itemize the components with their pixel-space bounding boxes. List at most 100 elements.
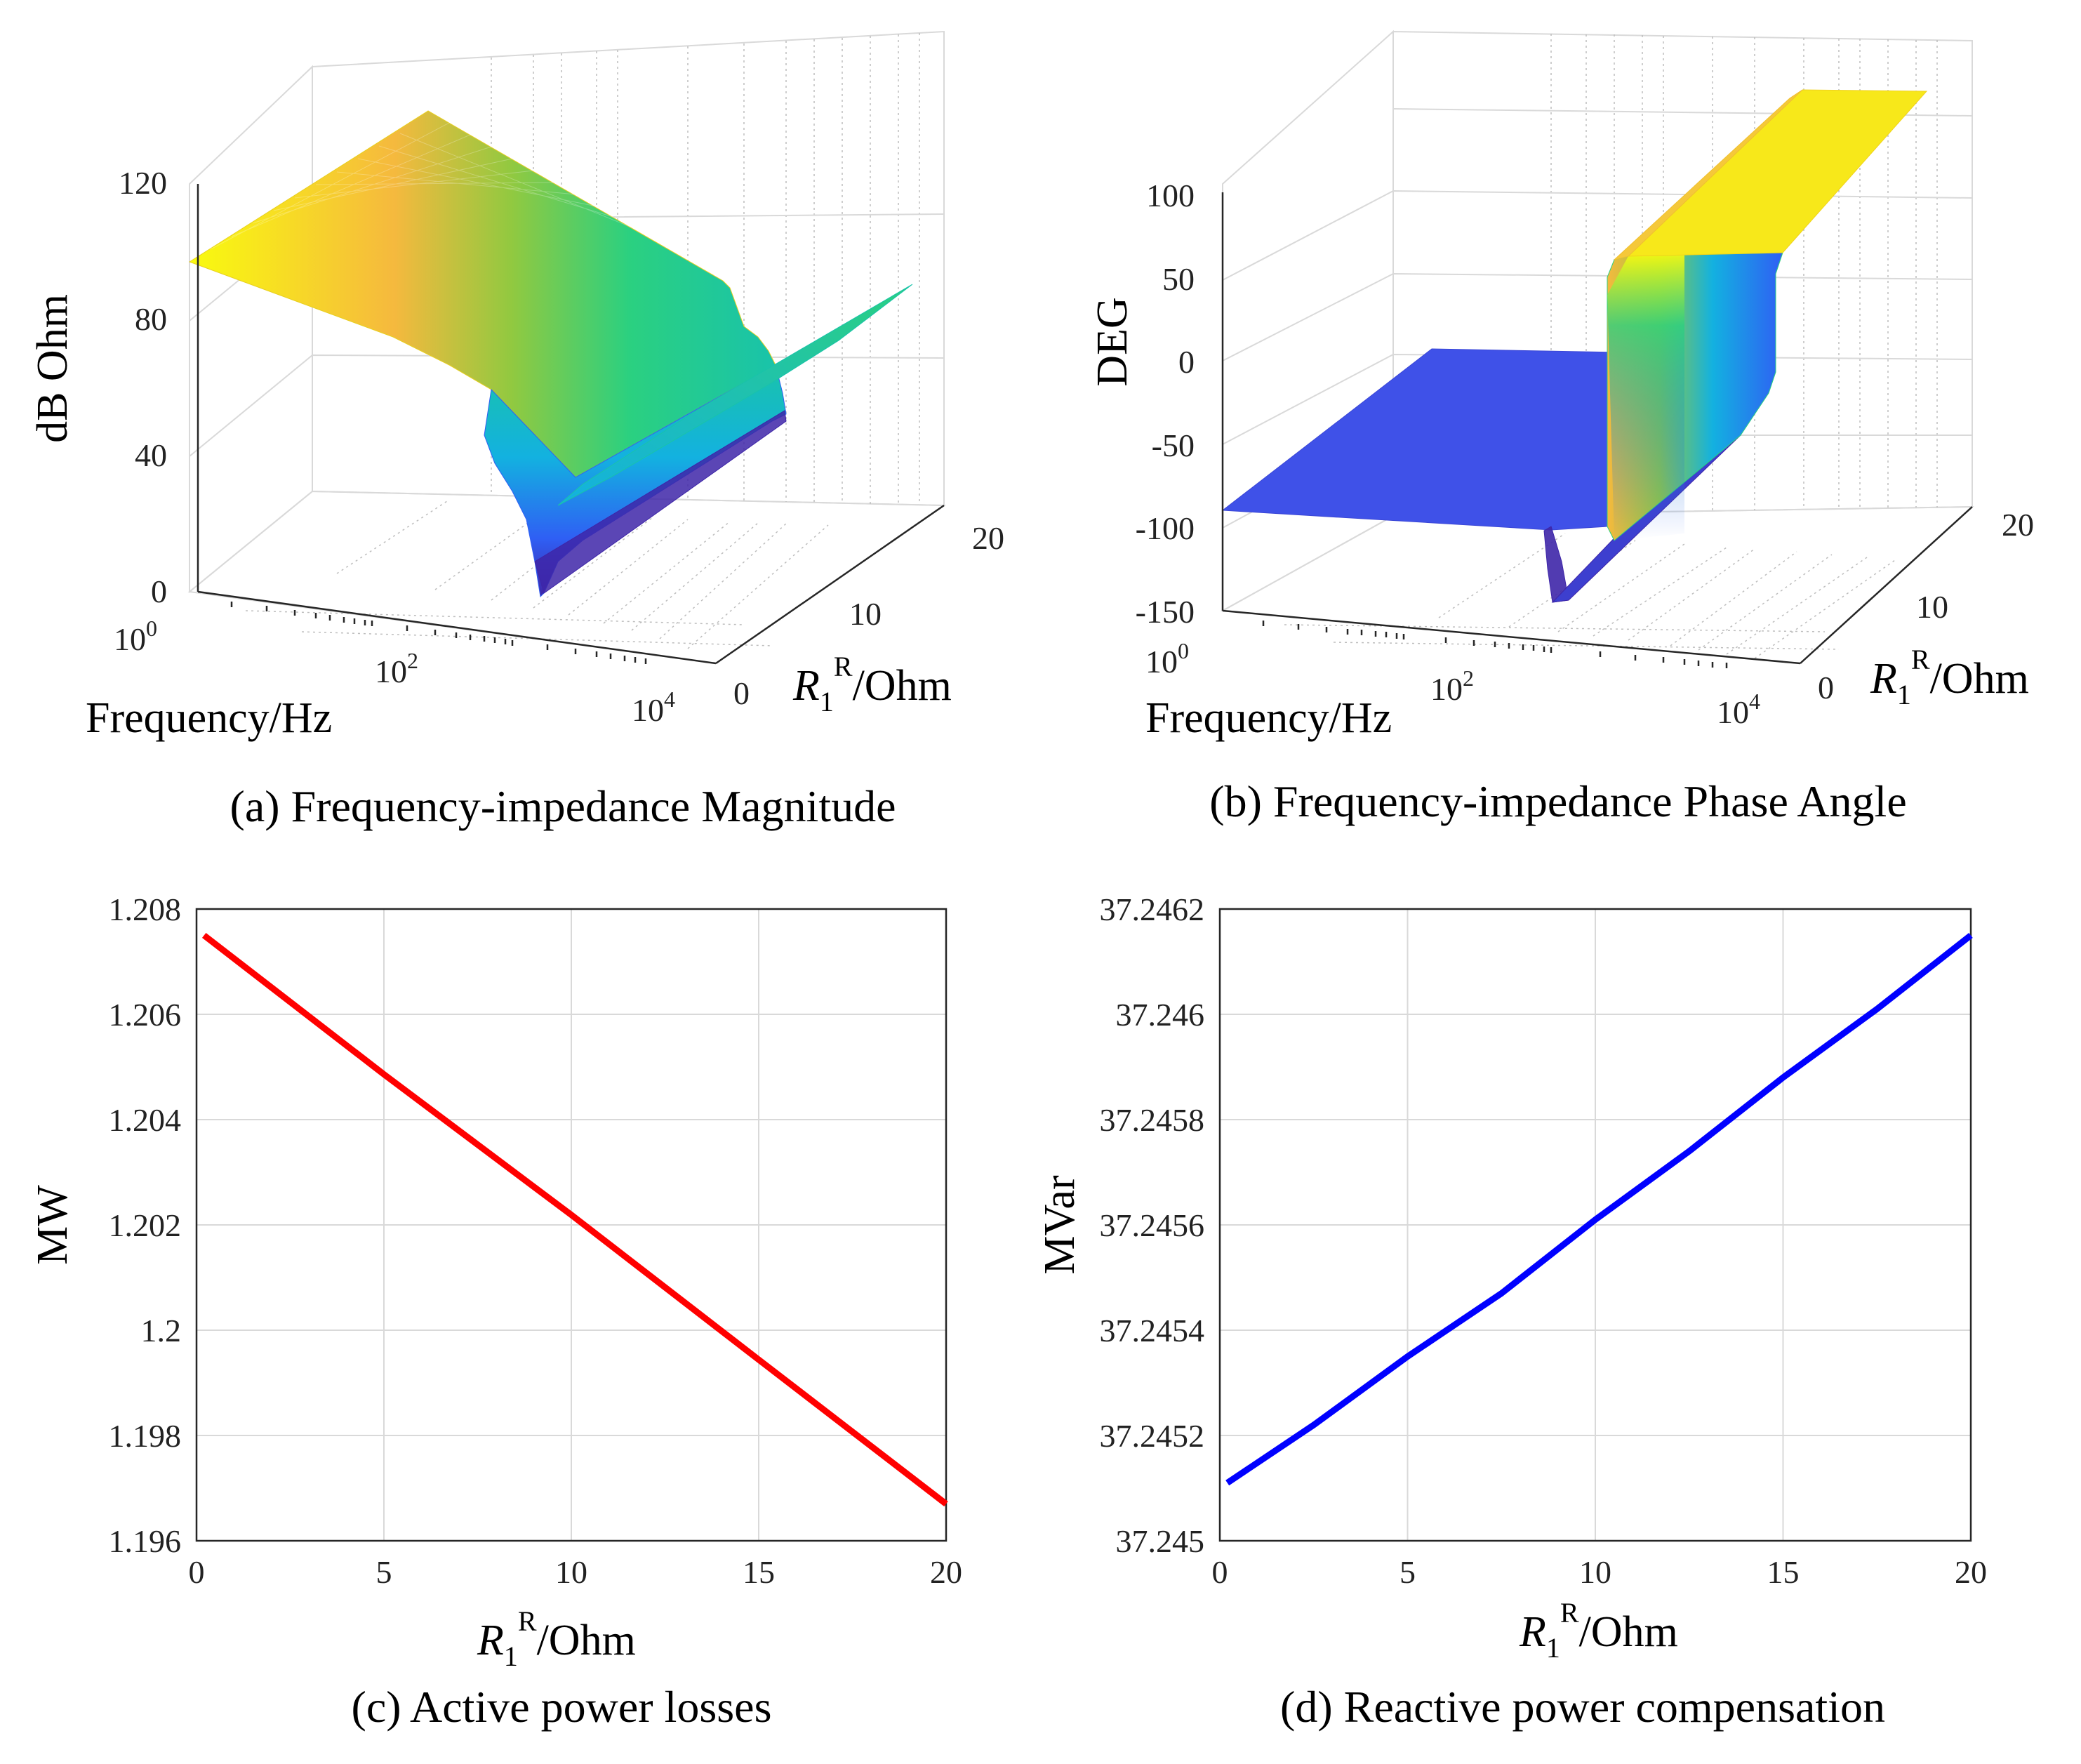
panel-b-x-minor-ticks: [1262, 621, 1728, 668]
panel-b-phase-surface: -150 -100 -50 0 50 100 100 102 104 0 10 …: [1089, 29, 2034, 826]
panel-b-floor: [1220, 505, 1974, 665]
c-y-tick-label: 1.206: [109, 997, 182, 1033]
panel-c-x-ticks: 0 5 10 15 20: [189, 1554, 963, 1590]
panel-b-caption: (b) Frequency-impedance Phase Angle: [1209, 776, 1906, 826]
panel-b-surface-plateau-high-edge: [1614, 89, 1803, 260]
c-y-tick-label: 1.208: [109, 891, 182, 927]
panel-a-z-label: dB Ohm: [29, 294, 77, 443]
panel-a-y-ticks: 0 10 20: [733, 520, 1004, 711]
panel-d-reactive-power-chart: 0 5 10 15 20 37.24537.245237.245437.245637.2…: [1036, 891, 1987, 1732]
panel-d-y-label: MVar: [1036, 1175, 1084, 1275]
panel-b-z-tick-m100: -100: [1136, 510, 1195, 546]
panel-a-x-tick-100: 102: [375, 648, 418, 689]
panel-a-x-label: Frequency/Hz: [86, 694, 332, 742]
panel-a-y-tick-10: 10: [849, 596, 882, 632]
panel-c-grid: [196, 908, 947, 1541]
panel-a-surface: [188, 110, 913, 598]
panel-c-plot-frame: [195, 908, 948, 1542]
panel-a-y-tick-0: 0: [733, 675, 750, 711]
d-y-tick-label: 37.2454: [1100, 1313, 1205, 1348]
panel-b-y-tick-10: 10: [1916, 589, 1948, 625]
panel-a-surface-top-plateau: [188, 110, 776, 478]
panel-b-surface: [1221, 89, 1928, 603]
panel-a-back-wall-left: [189, 65, 313, 594]
panel-a-surface-rise: [557, 284, 913, 506]
c-y-tick-label: 1.204: [109, 1102, 182, 1138]
d-y-tick-label: 37.2452: [1100, 1418, 1205, 1454]
panel-b-floor-grid-lines: [1284, 533, 1896, 659]
panel-c-y-label: MW: [29, 1185, 77, 1265]
d-y-tick-label: 37.2458: [1100, 1102, 1205, 1138]
d-y-tick-label: 37.245: [1116, 1523, 1205, 1559]
panel-c-active-power-chart: 0 5 10 15 20 1.196 1.198 1.2 1.202 1.204 1.206 1.2…: [29, 891, 962, 1732]
panel-d-plot-frame: [1218, 908, 1972, 1542]
panel-a-floor-grid-lines: [245, 499, 829, 649]
panel-d-x-ticks: 0 5 10 15 20: [1212, 1554, 1988, 1590]
panel-b-z-tick-m50: -50: [1152, 427, 1195, 463]
panel-b-x-tick-100: 102: [1430, 665, 1474, 707]
d-x-tick-label: 10: [1579, 1554, 1611, 1590]
panel-b-z-ticks: -150 -100 -50 0 50 100: [1136, 178, 1195, 630]
panel-a-y-label: R1R/Ohm: [792, 651, 952, 717]
panel-b-surface-plateau-high: [1627, 89, 1928, 257]
d-y-tick-label: 37.2462: [1100, 891, 1205, 927]
c-y-tick-label: 1.202: [109, 1207, 182, 1243]
panel-b-axes: [1221, 192, 1973, 668]
panel-b-x-tick-1: 100: [1145, 638, 1189, 679]
panel-b-surface-wall-glow: [1607, 254, 1684, 541]
panel-a-x-ticks: 100 102 104: [114, 616, 675, 728]
panel-a-axes: [197, 184, 945, 665]
panel-b-z-tick-0: 0: [1178, 344, 1195, 380]
panel-b-z-tick-m150: -150: [1136, 594, 1195, 630]
panel-a-z-tick-40: 40: [135, 437, 167, 473]
c-x-tick-label: 5: [376, 1554, 392, 1590]
panel-b-z-tick-100: 100: [1146, 178, 1195, 213]
panel-a-surface-mesh-hatching: [210, 122, 639, 250]
panel-d-y-ticks: 37.245 37.2452 37.2454 37.2456 37.2458 37.246…: [1100, 891, 1205, 1559]
panel-c-series-line: [201, 932, 948, 1507]
panel-a-magnitude-surface: 0 40 80 120 100 102 104 0 10 20 dB Ohm F…: [29, 30, 1004, 831]
panel-a-z-ticks: 0 40 80 120: [119, 165, 167, 609]
panel-a-x-tick-10000: 104: [632, 687, 675, 728]
panel-b-x-ticks: 100 102 104: [1145, 638, 1760, 730]
d-y-tick-label: 37.2456: [1100, 1207, 1205, 1243]
panel-a-surface-trough: [534, 410, 787, 594]
panel-a-x-axis: [197, 590, 717, 665]
panel-a-x-minor-ticks: [230, 602, 647, 664]
c-x-tick-label: 0: [189, 1554, 205, 1590]
panel-a-y-tick-20: 20: [972, 520, 1004, 556]
panel-b-y-tick-0: 0: [1818, 670, 1834, 705]
panel-b-x-label: Frequency/Hz: [1145, 694, 1392, 742]
panel-a-x-tick-1: 100: [114, 616, 157, 657]
panel-b-x-tick-10000: 104: [1717, 689, 1760, 730]
panel-d-caption: (d) Reactive power compensation: [1280, 1682, 1885, 1732]
panel-a-z-tick-120: 120: [119, 165, 167, 201]
panel-c-y-ticks: 1.196 1.198 1.2 1.202 1.204 1.206 1.208: [109, 891, 182, 1559]
d-y-tick-label: 37.246: [1116, 997, 1205, 1033]
panel-d-series-line: [1225, 932, 1973, 1486]
panel-b-y-label: R1R/Ohm: [1870, 644, 2029, 710]
c-y-tick-label: 1.2: [141, 1313, 182, 1348]
d-x-tick-label: 20: [1955, 1554, 1987, 1590]
c-x-tick-label: 15: [743, 1554, 775, 1590]
panel-d-grid: [1219, 908, 1972, 1541]
panel-c-x-label: R1R/Ohm: [477, 1605, 636, 1672]
d-x-tick-label: 5: [1399, 1554, 1416, 1590]
panel-a-caption: (a) Frequency-impedance Magnitude: [230, 781, 896, 831]
panel-b-x-axis: [1222, 609, 1801, 665]
c-x-tick-label: 20: [930, 1554, 962, 1590]
panel-a-z-tick-0: 0: [151, 573, 167, 609]
panel-b-y-axis: [1800, 506, 1973, 664]
panel-d-x-label: R1R/Ohm: [1519, 1597, 1678, 1664]
d-x-tick-label: 15: [1767, 1554, 1800, 1590]
panel-b-z-tick-50: 50: [1162, 261, 1195, 297]
c-y-tick-label: 1.198: [109, 1418, 182, 1454]
panel-a-y-axis: [715, 504, 945, 665]
panel-b-z-label: DEG: [1089, 297, 1136, 386]
c-y-tick-label: 1.196: [109, 1523, 182, 1559]
panel-c-caption: (c) Active power losses: [352, 1682, 772, 1732]
panel-b-y-tick-20: 20: [2002, 507, 2034, 543]
c-x-tick-label: 10: [555, 1554, 587, 1590]
panel-b-y-ticks: 0 10 20: [1818, 507, 2034, 705]
